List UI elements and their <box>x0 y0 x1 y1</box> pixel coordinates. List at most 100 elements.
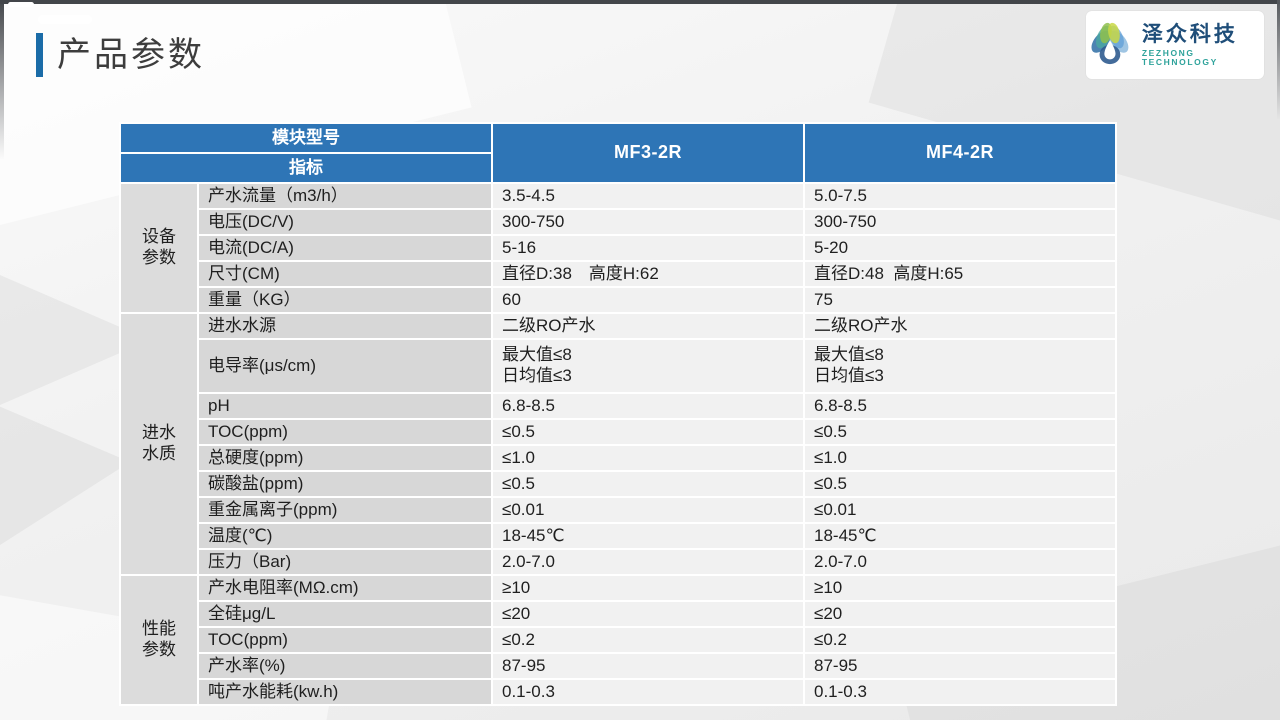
spec-name-cell: 重量（KG） <box>199 288 491 312</box>
spec-name-cell: 进水水源 <box>199 314 491 338</box>
table-row: 进水 水质 进水水源 二级RO产水 二级RO产水 <box>121 314 1115 574</box>
spec-value-mf3: 最大值≤8 日均值≤3 <box>493 340 803 392</box>
spec-name-cell: 吨产水能耗(kw.h) <box>199 680 491 704</box>
table-header-row: 模块型号 MF3-2R MF4-2R <box>121 124 1115 182</box>
spec-value-mf4: 2.0-7.0 <box>805 550 1115 574</box>
logo-name-cn: 泽众科技 <box>1141 22 1238 46</box>
spec-name-cell: 温度(℃) <box>199 524 491 548</box>
spec-value-mf3: 0.1-0.3 <box>493 680 803 704</box>
spec-name-cell: 产水率(%) <box>199 654 491 678</box>
spec-value-mf4: ≤1.0 <box>805 446 1115 470</box>
spec-value-mf4: 0.1-0.3 <box>805 680 1115 704</box>
spec-name-cell: 尺寸(CM) <box>199 262 491 286</box>
spec-value-mf4: ≥10 <box>805 576 1115 600</box>
spec-value-mf4: ≤20 <box>805 602 1115 626</box>
group-label-performance: 性能 参数 <box>121 576 197 704</box>
spec-value-mf3: 5-16 <box>493 236 803 260</box>
table-row: 吨产水能耗(kw.h) 0.1-0.3 0.1-0.3 <box>121 680 1115 704</box>
spec-name-cell: 产水流量（m3/h） <box>199 184 491 208</box>
header-model-mf4-2r: MF4-2R <box>805 124 1115 182</box>
spec-name-cell: TOC(ppm) <box>199 420 491 444</box>
spec-value-mf4: 300-750 <box>805 210 1115 234</box>
spec-value-mf3: 2.0-7.0 <box>493 550 803 574</box>
spec-value-mf4: ≤0.5 <box>805 420 1115 444</box>
header-model-mf3-2r: MF3-2R <box>493 124 803 182</box>
spec-value-mf3: 300-750 <box>493 210 803 234</box>
table-row: 尺寸(CM) 直径D:38 高度H:62 直径D:48 高度H:65 <box>121 262 1115 286</box>
spec-name-cell: 电导率(μs/cm) <box>199 340 491 392</box>
table-row: 产水率(%) 87-95 87-95 <box>121 654 1115 678</box>
logo-name-en: ZEZHONG TECHNOLOGY <box>1141 47 1218 68</box>
title-accent-bar <box>36 33 43 77</box>
title-block: 产品参数 <box>36 33 205 77</box>
table-row: 全硅μg/L ≤20 ≤20 <box>121 602 1115 626</box>
window-right-edge <box>1277 0 1280 120</box>
water-drop-leaf-icon <box>1091 22 1129 65</box>
spec-value-mf4: 直径D:48 高度H:65 <box>805 262 1115 286</box>
spec-value-mf3: ≤0.01 <box>493 498 803 522</box>
spec-name-cell: 总硬度(ppm) <box>199 446 491 470</box>
spec-value-mf3: ≤1.0 <box>493 446 803 470</box>
group-label-equipment: 设备 参数 <box>121 184 197 312</box>
spec-name-cell: TOC(ppm) <box>199 628 491 652</box>
table-row: TOC(ppm) ≤0.5 ≤0.5 <box>121 420 1115 444</box>
spec-value-mf3: 87-95 <box>493 654 803 678</box>
table-row: 电压(DC/V) 300-750 300-750 <box>121 210 1115 234</box>
spec-name-cell: 压力（Bar) <box>199 550 491 574</box>
spec-value-mf4: 5-20 <box>805 236 1115 260</box>
table-row: 重量（KG） 60 75 <box>121 288 1115 312</box>
spec-name-cell: 产水电阻率(MΩ.cm) <box>199 576 491 600</box>
page-title: 产品参数 <box>57 36 205 74</box>
spec-value-mf3: 3.5-4.5 <box>493 184 803 208</box>
spec-value-mf3: 直径D:38 高度H:62 <box>493 262 803 286</box>
spec-value-mf3: ≤20 <box>493 602 803 626</box>
table-header-row: 指标 <box>121 154 1115 182</box>
table-row: 设备 参数 产水流量（m3/h） 3.5-4.5 5.0-7.5 <box>121 184 1115 312</box>
spec-value-mf3: 二级RO产水 <box>493 314 803 338</box>
table-row: 温度(℃) 18-45℃ 18-45℃ <box>121 524 1115 548</box>
spec-name-cell: 全硅μg/L <box>199 602 491 626</box>
spec-value-mf4: 5.0-7.5 <box>805 184 1115 208</box>
spec-value-mf3: 60 <box>493 288 803 312</box>
header-module-model: 模块型号 <box>121 124 491 152</box>
spec-value-mf4: ≤0.5 <box>805 472 1115 496</box>
window-left-edge <box>0 0 4 160</box>
spec-value-mf3: 6.8-8.5 <box>493 394 803 418</box>
spec-value-mf3: ≥10 <box>493 576 803 600</box>
table-row: 电流(DC/A) 5-16 5-20 <box>121 236 1115 260</box>
table-row: 重金属离子(ppm) ≤0.01 ≤0.01 <box>121 498 1115 522</box>
company-logo: 泽众科技 ZEZHONG TECHNOLOGY <box>1086 11 1264 79</box>
spec-value-mf4: 6.8-8.5 <box>805 394 1115 418</box>
spec-value-mf4: 二级RO产水 <box>805 314 1115 338</box>
spec-value-mf4: ≤0.2 <box>805 628 1115 652</box>
spec-value-mf4: 75 <box>805 288 1115 312</box>
logo-text: 泽众科技 ZEZHONG TECHNOLOGY <box>1142 23 1264 68</box>
spec-value-mf4: 87-95 <box>805 654 1115 678</box>
top-dash-decoration-small <box>8 2 34 7</box>
spec-value-mf3: ≤0.5 <box>493 472 803 496</box>
spec-value-mf4: 最大值≤8 日均值≤3 <box>805 340 1115 392</box>
table-row: TOC(ppm) ≤0.2 ≤0.2 <box>121 628 1115 652</box>
product-parameters-table: 模块型号 MF3-2R MF4-2R 指标 设备 参数 产水流量（m3/h） 3… <box>119 122 1117 706</box>
window-top-edge <box>0 0 1280 4</box>
background-polygon <box>0 330 130 660</box>
group-label-feedwater: 进水 水质 <box>121 314 197 574</box>
spec-name-cell: 电压(DC/V) <box>199 210 491 234</box>
spec-value-mf3: ≤0.5 <box>493 420 803 444</box>
table-row: pH 6.8-8.5 6.8-8.5 <box>121 394 1115 418</box>
spec-name-cell: 电流(DC/A) <box>199 236 491 260</box>
table-row: 压力（Bar) 2.0-7.0 2.0-7.0 <box>121 550 1115 574</box>
table-row: 电导率(μs/cm) 最大值≤8 日均值≤3 最大值≤8 日均值≤3 <box>121 340 1115 392</box>
spec-name-cell: pH <box>199 394 491 418</box>
table-row: 性能 参数 产水电阻率(MΩ.cm) ≥10 ≥10 <box>121 576 1115 704</box>
table-row: 碳酸盐(ppm) ≤0.5 ≤0.5 <box>121 472 1115 496</box>
spec-name-cell: 重金属离子(ppm) <box>199 498 491 522</box>
spec-value-mf4: 18-45℃ <box>805 524 1115 548</box>
top-dash-decoration <box>38 15 92 24</box>
spec-value-mf3: 18-45℃ <box>493 524 803 548</box>
spec-value-mf4: ≤0.01 <box>805 498 1115 522</box>
table-row: 总硬度(ppm) ≤1.0 ≤1.0 <box>121 446 1115 470</box>
header-indicator: 指标 <box>121 154 491 182</box>
spec-name-cell: 碳酸盐(ppm) <box>199 472 491 496</box>
